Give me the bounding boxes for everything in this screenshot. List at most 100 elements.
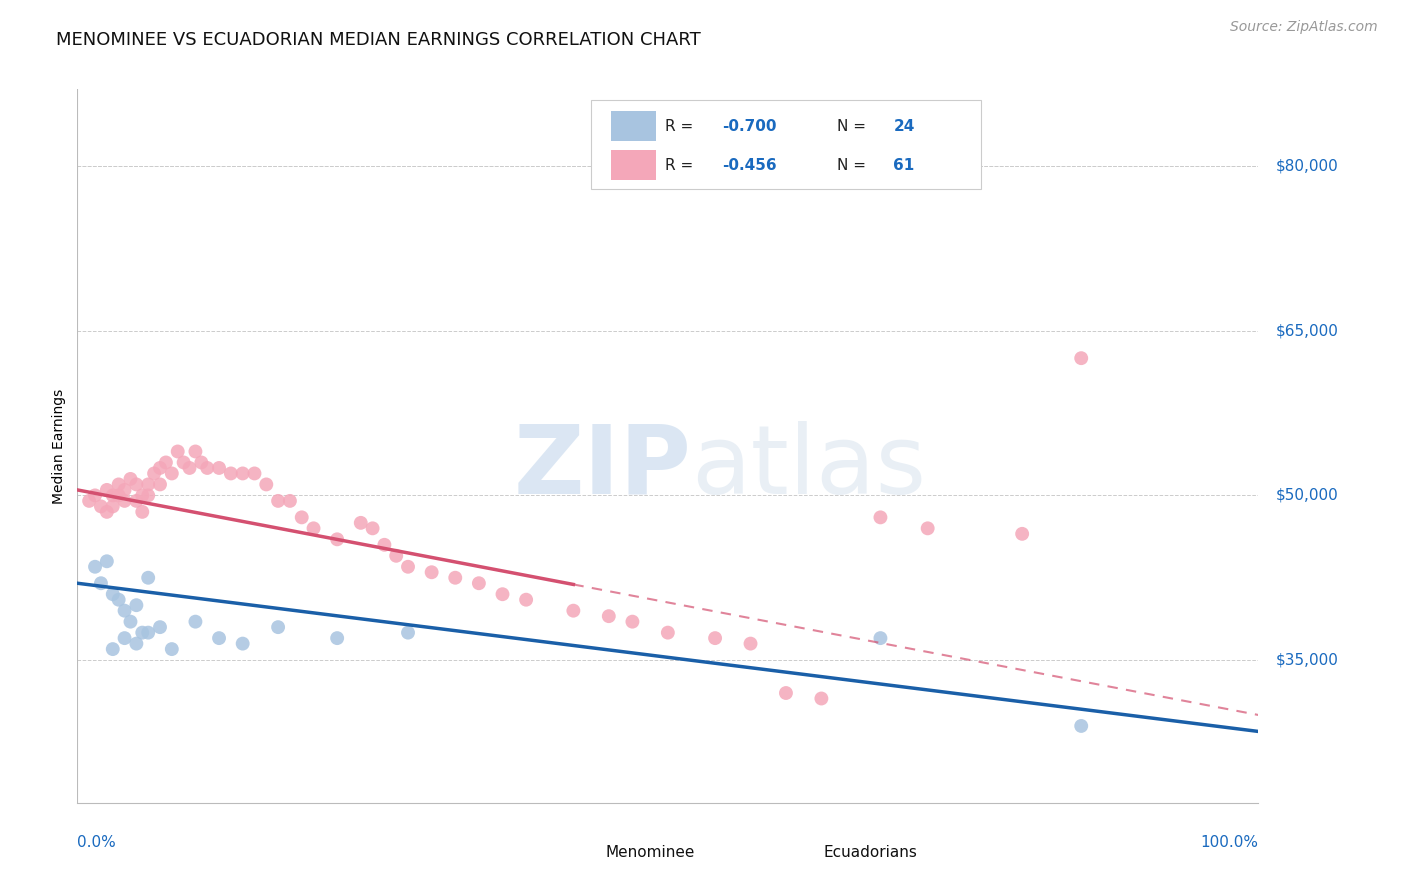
Bar: [568, 844, 593, 862]
Point: [114, 604, 136, 618]
Point: [515, 592, 537, 607]
Point: [120, 472, 142, 486]
Point: [350, 516, 373, 530]
Point: [385, 549, 408, 563]
Point: [1011, 526, 1033, 541]
Point: [396, 559, 419, 574]
Text: -0.456: -0.456: [723, 158, 776, 172]
Point: [468, 576, 491, 591]
Point: [143, 467, 166, 481]
Point: [155, 455, 177, 469]
Point: [149, 620, 172, 634]
Point: [184, 444, 207, 458]
Point: [173, 455, 195, 469]
Point: [96, 483, 118, 497]
Point: [136, 488, 159, 502]
Text: atlas: atlas: [692, 421, 927, 514]
Point: [232, 637, 254, 651]
Point: [101, 587, 124, 601]
Point: [125, 637, 148, 651]
Point: [598, 609, 620, 624]
Text: ZIP: ZIP: [513, 421, 692, 514]
Point: [302, 521, 325, 535]
Y-axis label: Median Earnings: Median Earnings: [52, 388, 66, 504]
Point: [101, 500, 124, 514]
Point: [775, 686, 797, 700]
Text: 24: 24: [893, 119, 915, 134]
Point: [120, 615, 142, 629]
Point: [208, 461, 231, 475]
Text: $65,000: $65,000: [1277, 323, 1339, 338]
Point: [90, 576, 112, 591]
Text: 0.0%: 0.0%: [77, 835, 117, 850]
Point: [149, 461, 172, 475]
Point: [1070, 719, 1092, 733]
Point: [267, 620, 290, 634]
Text: N =: N =: [837, 119, 870, 134]
FancyBboxPatch shape: [591, 100, 981, 189]
Point: [166, 444, 188, 458]
Bar: [612, 112, 657, 142]
Point: [657, 625, 679, 640]
Point: [114, 494, 136, 508]
Point: [326, 631, 349, 645]
Point: [160, 467, 183, 481]
Point: [184, 615, 207, 629]
Text: MENOMINEE VS ECUADORIAN MEDIAN EARNINGS CORRELATION CHART: MENOMINEE VS ECUADORIAN MEDIAN EARNINGS …: [56, 31, 702, 49]
Point: [621, 615, 644, 629]
Text: $35,000: $35,000: [1277, 653, 1339, 667]
Text: 100.0%: 100.0%: [1201, 835, 1258, 850]
Text: 61: 61: [893, 158, 915, 172]
Bar: [612, 150, 657, 180]
Point: [101, 488, 124, 502]
Text: R =: R =: [665, 158, 699, 172]
Point: [373, 538, 395, 552]
Point: [125, 477, 148, 491]
Text: $80,000: $80,000: [1277, 159, 1339, 174]
Text: Source: ZipAtlas.com: Source: ZipAtlas.com: [1230, 20, 1378, 34]
Point: [84, 559, 107, 574]
Point: [361, 521, 384, 535]
Point: [96, 554, 118, 568]
Point: [219, 467, 242, 481]
Point: [136, 625, 159, 640]
Point: [740, 637, 762, 651]
Text: $50,000: $50,000: [1277, 488, 1339, 503]
Point: [1070, 351, 1092, 366]
Point: [278, 494, 301, 508]
Point: [160, 642, 183, 657]
Point: [107, 592, 129, 607]
Point: [131, 488, 153, 502]
Point: [131, 505, 153, 519]
Text: R =: R =: [665, 119, 699, 134]
Point: [84, 488, 107, 502]
Point: [562, 604, 585, 618]
Point: [491, 587, 513, 601]
Point: [254, 477, 277, 491]
Point: [267, 494, 290, 508]
Point: [96, 505, 118, 519]
Point: [125, 494, 148, 508]
Point: [291, 510, 314, 524]
Text: -0.700: -0.700: [723, 119, 776, 134]
Text: Ecuadorians: Ecuadorians: [824, 846, 918, 860]
Point: [917, 521, 939, 535]
Text: Menominee: Menominee: [605, 846, 695, 860]
Point: [810, 691, 832, 706]
Point: [136, 571, 159, 585]
Point: [136, 477, 159, 491]
Point: [107, 477, 129, 491]
Point: [77, 494, 100, 508]
Point: [420, 566, 443, 580]
Point: [114, 631, 136, 645]
Point: [444, 571, 467, 585]
Point: [114, 483, 136, 497]
Point: [869, 510, 891, 524]
Point: [101, 642, 124, 657]
Text: N =: N =: [837, 158, 870, 172]
Point: [125, 598, 148, 612]
Point: [243, 467, 266, 481]
Point: [179, 461, 201, 475]
Point: [869, 631, 891, 645]
Point: [107, 488, 129, 502]
